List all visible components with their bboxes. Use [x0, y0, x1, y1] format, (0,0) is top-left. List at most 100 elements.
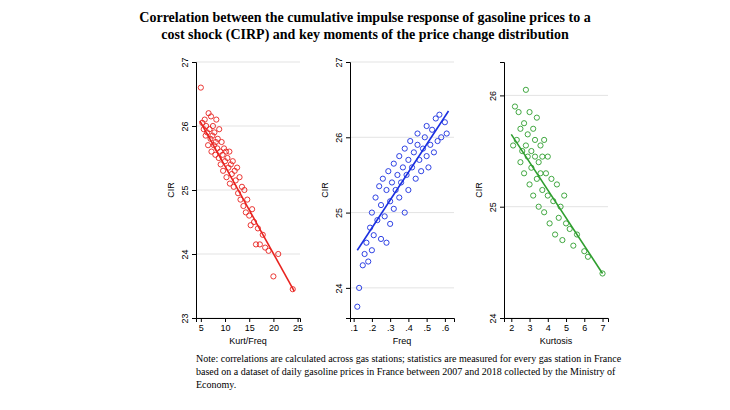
tick-mark	[346, 137, 350, 138]
tick-mark	[249, 318, 250, 322]
tick: 23	[180, 313, 196, 323]
point	[366, 259, 371, 264]
tick: 15	[245, 318, 255, 333]
tick-label: 6	[582, 323, 587, 333]
point	[205, 143, 210, 148]
point	[562, 193, 567, 198]
tick-mark	[390, 318, 391, 322]
point	[364, 240, 369, 245]
point	[415, 142, 420, 147]
point	[248, 223, 253, 228]
tick-mark	[192, 62, 196, 63]
tick-mark	[346, 288, 350, 289]
point	[225, 155, 230, 160]
point	[408, 138, 413, 143]
point	[402, 146, 407, 151]
tick-label: 7	[601, 323, 606, 333]
point	[400, 165, 405, 170]
tick: .4	[405, 318, 413, 333]
point	[271, 274, 276, 279]
point	[534, 115, 539, 120]
y-axis-title: CIR	[320, 182, 330, 198]
point	[220, 152, 225, 157]
grid-line	[504, 206, 608, 207]
tick-label: 26	[488, 91, 498, 101]
point	[357, 285, 362, 290]
point	[210, 123, 215, 128]
point	[439, 135, 444, 140]
x-axis: 234567	[505, 318, 609, 333]
point	[369, 248, 374, 253]
grid-line	[196, 62, 300, 63]
tick: 25	[293, 318, 303, 333]
point	[406, 187, 411, 192]
point	[536, 204, 541, 209]
tick-mark	[603, 318, 604, 322]
point	[207, 127, 212, 132]
note: Economy.	[196, 379, 236, 390]
tick: 25	[180, 185, 196, 195]
tick-mark	[500, 95, 504, 96]
point	[384, 240, 389, 245]
tick: 27	[334, 57, 350, 67]
tick-label: 25	[488, 202, 498, 212]
plot-area	[511, 87, 606, 276]
point	[263, 245, 268, 250]
axis-line	[351, 319, 455, 323]
tick-label: .2	[369, 323, 377, 333]
x-axis: 510152025	[197, 318, 304, 333]
point	[388, 221, 393, 226]
tick: .2	[369, 318, 377, 333]
point	[214, 117, 219, 122]
tick: 24	[334, 283, 350, 293]
point	[402, 210, 407, 215]
point	[371, 233, 376, 238]
tick-mark	[372, 318, 373, 322]
tick: 2	[509, 318, 514, 333]
tick: 7	[601, 318, 606, 333]
point	[543, 171, 548, 176]
point	[397, 195, 402, 200]
tick-mark	[225, 318, 226, 322]
tick-label: 23	[180, 313, 190, 323]
point	[444, 131, 449, 136]
point	[523, 143, 528, 148]
point	[549, 176, 554, 181]
x-axis: .1.2.3.4.5.6	[350, 318, 454, 333]
plot-area	[355, 111, 450, 309]
point	[242, 187, 247, 192]
point	[202, 117, 207, 122]
tick-mark	[548, 318, 549, 322]
point	[529, 148, 534, 153]
tick: .1	[350, 318, 358, 333]
title: Correlation between the cumulative impul…	[139, 10, 590, 25]
tick-label: 24	[334, 283, 344, 293]
tick-mark	[408, 318, 409, 322]
point	[430, 127, 435, 132]
point	[554, 182, 559, 187]
point	[389, 180, 394, 185]
point	[518, 126, 523, 131]
point	[395, 172, 400, 177]
grid-line	[350, 62, 454, 63]
tick-label: .3	[387, 323, 395, 333]
fit-line	[511, 134, 602, 273]
point	[540, 154, 545, 159]
tick: 26	[488, 91, 504, 101]
point	[431, 150, 436, 155]
point	[426, 165, 431, 170]
tick: 10	[221, 318, 231, 333]
tick: .3	[387, 318, 395, 333]
point	[406, 157, 411, 162]
tick-label: 27	[334, 57, 344, 67]
point	[230, 159, 235, 164]
point	[276, 251, 281, 256]
chart-canvas: Correlation between the cumulative impul…	[0, 0, 730, 410]
axis-line	[500, 63, 505, 319]
point	[384, 187, 389, 192]
tick: 20	[269, 318, 279, 333]
tick-label: 25	[180, 185, 190, 195]
point	[198, 85, 203, 90]
tick-mark	[530, 318, 531, 322]
point	[516, 109, 521, 114]
